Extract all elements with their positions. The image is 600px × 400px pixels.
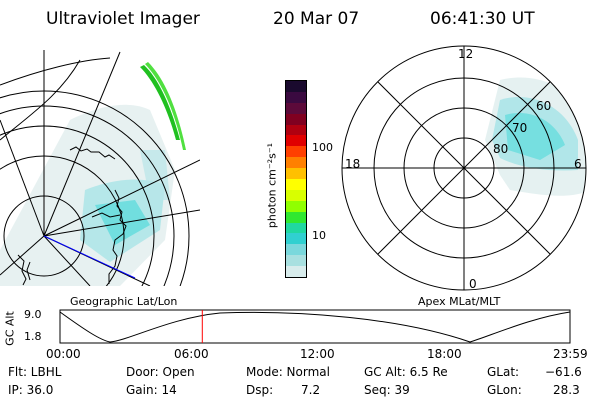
- colorbar-swatch: [286, 81, 306, 92]
- ip-status: IP: 36.0: [8, 383, 54, 397]
- color-scale-bar: [285, 80, 307, 278]
- colorbar-swatch: [286, 102, 306, 114]
- seq-status: Seq: 39: [364, 383, 410, 397]
- colorbar-swatch: [286, 255, 306, 267]
- colorbar-swatch: [286, 189, 306, 201]
- colorbar-swatch: [286, 266, 306, 278]
- y-tick-max: 9.0: [24, 308, 42, 321]
- x-tick-2359: 23:59: [553, 347, 588, 361]
- colorbar-swatch: [286, 146, 306, 158]
- mlt-label-6: 6: [574, 157, 582, 171]
- colorbar-tick-100: 100: [312, 141, 333, 154]
- y-tick-min: 1.8: [24, 330, 42, 343]
- mode-status: Mode: Normal: [246, 365, 330, 379]
- colorbar-swatch: [286, 113, 306, 125]
- colorbar-swatch: [286, 91, 306, 103]
- colorbar-swatch: [286, 244, 306, 256]
- polar-mlt-panel: [341, 45, 587, 291]
- glat-label: GLat:: [487, 365, 520, 379]
- colorbar-swatch: [286, 135, 306, 147]
- colorbar-swatch: [286, 157, 306, 169]
- filter-status: Flt: LBHL: [8, 365, 62, 379]
- mlat-label-80: 80: [493, 142, 509, 156]
- gain-status: Gain: 14: [126, 383, 177, 397]
- mlat-label-70: 70: [512, 121, 528, 135]
- colorbar-tick-10: 10: [312, 229, 326, 242]
- glon-value: 28.3: [553, 383, 580, 397]
- colorbar-swatch: [286, 179, 306, 190]
- app-title: Ultraviolet Imager: [46, 9, 200, 29]
- colorbar-swatch: [286, 200, 306, 212]
- x-tick-0600: 06:00: [174, 347, 209, 361]
- colorbar-swatch: [286, 211, 306, 223]
- colorbar-swatch: [286, 168, 306, 180]
- gc-alt-status: GC Alt: 6.5 Re: [364, 365, 448, 379]
- colorbar-swatch: [286, 124, 306, 136]
- mlat-label-60: 60: [536, 99, 552, 113]
- glon-label: GLon:: [487, 383, 522, 397]
- door-status: Door: Open: [126, 365, 195, 379]
- mlt-label-18: 18: [345, 157, 361, 171]
- mlt-label-0: 0: [469, 277, 477, 291]
- geographic-lat-lon-label: Geographic Lat/Lon: [70, 295, 178, 308]
- header-time: 06:41:30 UT: [430, 9, 535, 29]
- x-tick-1800: 18:00: [427, 347, 462, 361]
- glat-value: −61.6: [545, 365, 582, 379]
- x-tick-1200: 12:00: [300, 347, 335, 361]
- colorbar-swatch: [286, 222, 306, 234]
- x-tick-0000: 00:00: [46, 347, 81, 361]
- apex-mlat-mlt-label: Apex MLat/MLT: [418, 295, 501, 308]
- dsp-value: 7.2: [301, 383, 321, 397]
- mlt-label-12: 12: [458, 47, 474, 61]
- header-date: 20 Mar 07: [273, 9, 360, 29]
- colorbar-swatch: [286, 233, 306, 245]
- dsp-label: Dsp:: [246, 383, 274, 397]
